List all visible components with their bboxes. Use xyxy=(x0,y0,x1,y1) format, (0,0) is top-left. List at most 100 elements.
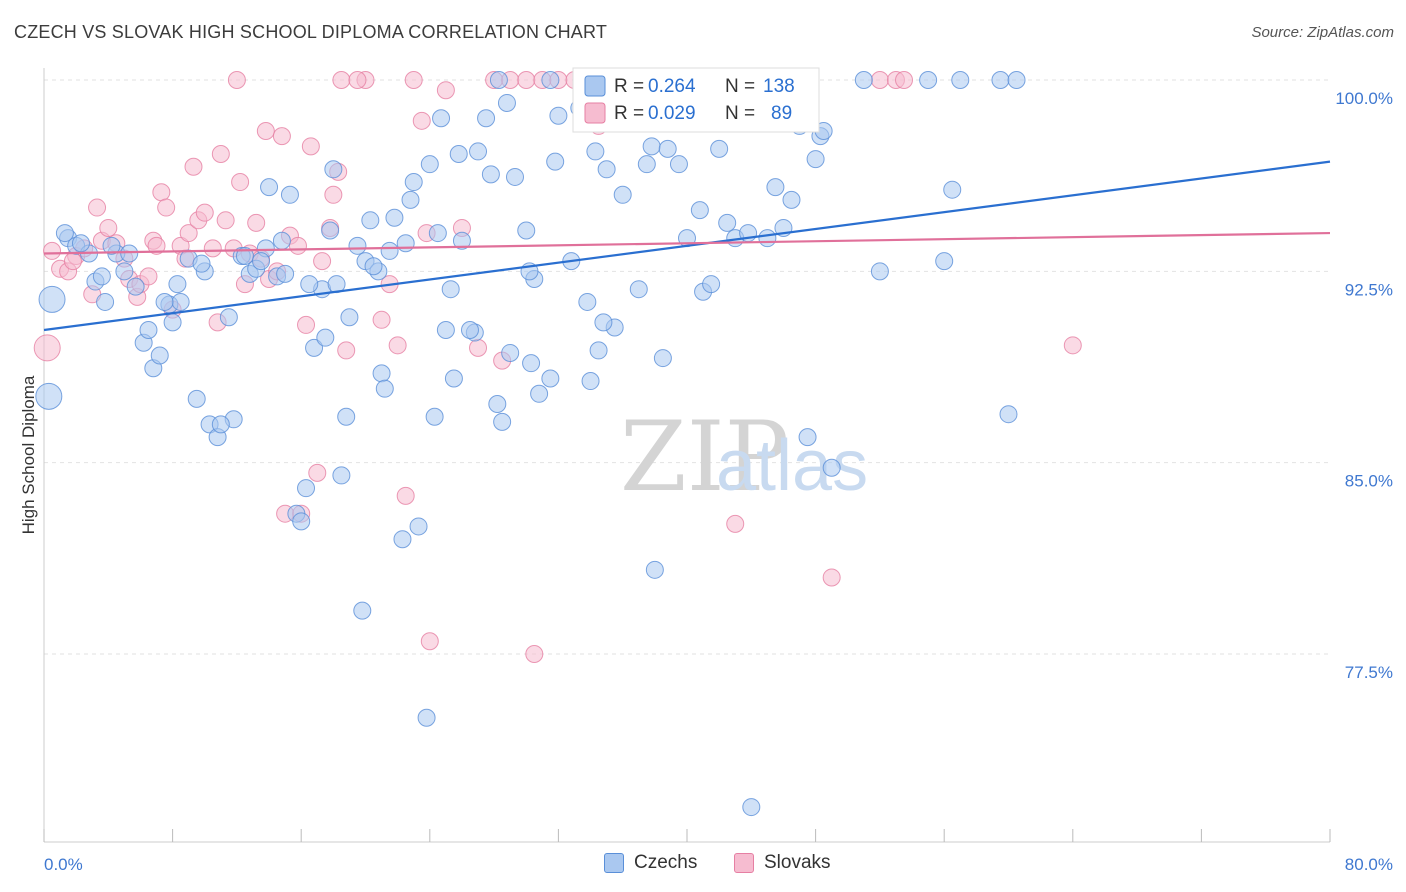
slovak-point-48[interactable] xyxy=(324,185,343,204)
czech-point-138[interactable] xyxy=(702,275,721,294)
czech-point-94[interactable] xyxy=(690,201,709,220)
czech-point-34[interactable] xyxy=(297,479,316,498)
czech-point-86[interactable] xyxy=(613,185,632,204)
czech-point-15[interactable] xyxy=(168,275,187,294)
czech-point-135[interactable] xyxy=(501,343,520,362)
slovak-point-41[interactable] xyxy=(288,236,307,255)
slovak-point-44[interactable] xyxy=(301,137,320,156)
slovak-point-55[interactable] xyxy=(396,486,415,505)
slovak-point-15[interactable] xyxy=(139,267,158,286)
czech-point-144[interactable] xyxy=(428,224,447,243)
czech-point-68[interactable] xyxy=(488,394,507,413)
slovak-point-67[interactable] xyxy=(525,645,544,663)
czech-point-16[interactable] xyxy=(171,292,190,311)
czech-point-137[interactable] xyxy=(653,349,672,368)
legend-item-slovaks[interactable]: Slovaks xyxy=(734,852,831,874)
czech-point-22[interactable] xyxy=(219,308,238,327)
czech-point-142[interactable] xyxy=(163,313,182,332)
czech-point-77[interactable] xyxy=(546,152,565,171)
czech-point-55[interactable] xyxy=(417,708,436,727)
czech-point-39[interactable] xyxy=(324,160,343,179)
slovak-point-57[interactable] xyxy=(412,111,431,130)
czech-point-40[interactable] xyxy=(332,466,351,485)
czech-point-114[interactable] xyxy=(854,71,873,89)
czech-point-146[interactable] xyxy=(718,213,737,232)
czech-point-31[interactable] xyxy=(280,185,299,204)
czech-point-100[interactable] xyxy=(758,229,777,248)
czech-point-66[interactable] xyxy=(477,109,496,128)
czech-point-136[interactable] xyxy=(597,160,616,179)
slovak-point-81[interactable] xyxy=(895,71,914,89)
czech-point-67[interactable] xyxy=(481,165,500,184)
czech-point-141[interactable] xyxy=(375,379,394,398)
slovak-point-17[interactable] xyxy=(152,183,171,202)
slovak-point-83[interactable] xyxy=(227,71,246,89)
czech-point-101[interactable] xyxy=(766,178,785,197)
slovak-point-9[interactable] xyxy=(99,218,118,237)
czech-point-37[interactable] xyxy=(316,328,335,347)
slovak-point-66[interactable] xyxy=(517,71,536,89)
slovak-point-88[interactable] xyxy=(147,236,166,255)
czech-point-58[interactable] xyxy=(432,109,451,128)
czech-point-75[interactable] xyxy=(530,384,549,403)
czech-point-91[interactable] xyxy=(658,139,677,158)
slovak-point-26[interactable] xyxy=(203,239,222,258)
czech-point-108[interactable] xyxy=(822,458,841,477)
czech-point-9[interactable] xyxy=(126,277,145,296)
slovak-point-77[interactable] xyxy=(726,514,745,533)
slovak-point-0[interactable] xyxy=(33,334,61,362)
czech-point-111[interactable] xyxy=(943,180,962,199)
czech-point-105[interactable] xyxy=(806,150,825,169)
czech-point-133[interactable] xyxy=(404,173,423,192)
czech-point-88[interactable] xyxy=(637,155,656,174)
czech-point-124[interactable] xyxy=(102,236,121,255)
slovak-point-79[interactable] xyxy=(870,71,889,89)
slovak-point-45[interactable] xyxy=(308,463,327,482)
slovak-point-82[interactable] xyxy=(1063,336,1082,355)
slovak-point-36[interactable] xyxy=(256,122,275,141)
czech-point-62[interactable] xyxy=(449,144,468,163)
czech-point-48[interactable] xyxy=(372,364,391,383)
slovak-point-46[interactable] xyxy=(313,252,332,271)
slovak-point-59[interactable] xyxy=(420,632,439,651)
czech-point-83[interactable] xyxy=(586,142,605,161)
czech-point-96[interactable] xyxy=(710,139,729,158)
czech-point-140[interactable] xyxy=(594,313,613,332)
czech-point-63[interactable] xyxy=(452,231,471,250)
slovak-point-78[interactable] xyxy=(822,568,841,587)
slovak-point-60[interactable] xyxy=(436,81,455,100)
czech-point-121[interactable] xyxy=(55,224,74,243)
czech-point-57[interactable] xyxy=(425,407,444,426)
czech-point-1[interactable] xyxy=(35,382,63,410)
czech-point-116[interactable] xyxy=(991,71,1010,89)
czech-point-70[interactable] xyxy=(497,93,516,112)
czech-point-76[interactable] xyxy=(541,369,560,388)
slovak-point-86[interactable] xyxy=(272,127,291,146)
czech-point-112[interactable] xyxy=(999,405,1018,424)
czech-point-127[interactable] xyxy=(192,254,211,273)
czech-point-11[interactable] xyxy=(139,321,158,340)
czech-point-119[interactable] xyxy=(489,71,508,89)
slovak-point-34[interactable] xyxy=(247,213,266,232)
czech-point-82[interactable] xyxy=(581,372,600,391)
slovak-point-52[interactable] xyxy=(372,310,391,329)
czech-point-61[interactable] xyxy=(444,369,463,388)
czech-point-99[interactable] xyxy=(742,798,761,817)
czech-point-54[interactable] xyxy=(409,517,428,536)
czech-point-130[interactable] xyxy=(272,231,291,250)
slovak-point-23[interactable] xyxy=(184,157,203,176)
czech-point-126[interactable] xyxy=(155,292,174,311)
czech-point-46[interactable] xyxy=(361,211,380,230)
czech-point-115[interactable] xyxy=(951,71,970,89)
slovak-point-1[interactable] xyxy=(43,241,62,260)
czech-point-139[interactable] xyxy=(782,190,801,209)
czech-point-90[interactable] xyxy=(645,560,664,579)
czech-point-117[interactable] xyxy=(1007,71,1026,89)
czech-point-49[interactable] xyxy=(380,241,399,260)
czech-point-69[interactable] xyxy=(493,412,512,431)
czech-point-81[interactable] xyxy=(578,292,597,311)
czech-point-128[interactable] xyxy=(211,415,230,434)
slovak-point-62[interactable] xyxy=(469,338,488,357)
czech-point-8[interactable] xyxy=(115,262,134,281)
slovak-point-29[interactable] xyxy=(216,211,235,230)
